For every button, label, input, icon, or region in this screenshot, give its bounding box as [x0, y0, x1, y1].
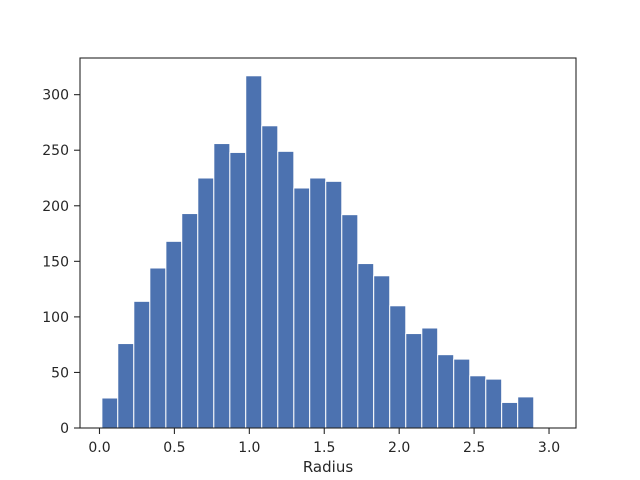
x-axis-label: Radius	[303, 458, 353, 476]
histogram-bar	[357, 263, 375, 429]
x-tick-label: 1.5	[313, 440, 335, 456]
histogram-bar	[501, 401, 519, 429]
histogram-bar	[293, 187, 311, 429]
histogram-bar	[421, 327, 439, 429]
histogram-bar	[165, 240, 183, 429]
histogram-bar	[453, 358, 471, 429]
histogram-bar	[405, 333, 423, 429]
histogram-bar	[341, 214, 359, 429]
y-tick-label: 100	[42, 310, 69, 326]
histogram-bar	[389, 305, 407, 429]
x-tick-label: 0.5	[163, 440, 185, 456]
histogram-bar	[325, 180, 343, 429]
x-tick-label: 2.0	[388, 440, 410, 456]
x-axis-ticks: 0.0 0.5 1.0 1.5 2.0 2.5 3.0	[88, 428, 560, 456]
histogram-bar	[229, 151, 247, 429]
y-tick-label: 200	[42, 199, 69, 215]
histogram-bar	[245, 75, 263, 429]
plot-area-frame	[79, 57, 577, 429]
y-tick-label: 250	[42, 143, 69, 159]
histogram-bar	[261, 125, 279, 429]
histogram-bar	[181, 213, 199, 429]
histogram-bar	[277, 150, 295, 429]
histogram-bars	[101, 75, 535, 429]
x-tick-label: 3.0	[538, 440, 560, 456]
histogram-bar	[133, 300, 151, 429]
histogram-bar	[117, 343, 135, 429]
histogram-bar	[309, 177, 327, 429]
histogram-bar	[485, 378, 503, 429]
histogram-bar	[469, 375, 487, 429]
histogram-bar	[437, 354, 455, 429]
histogram-bar	[213, 143, 231, 429]
histogram-bar	[197, 177, 215, 429]
histogram-bar	[517, 396, 535, 429]
histogram-bar	[101, 397, 119, 429]
y-tick-label: 0	[60, 421, 69, 437]
y-tick-label: 50	[51, 365, 69, 381]
x-tick-label: 1.0	[238, 440, 260, 456]
y-tick-label: 300	[42, 88, 69, 104]
x-tick-label: 0.0	[88, 440, 110, 456]
histogram-bar	[149, 267, 167, 429]
x-tick-label: 2.5	[463, 440, 485, 456]
y-tick-label: 150	[42, 254, 69, 270]
y-axis-ticks: 0 50 100 150 200 250 300	[42, 88, 80, 437]
histogram-bar	[373, 275, 391, 429]
